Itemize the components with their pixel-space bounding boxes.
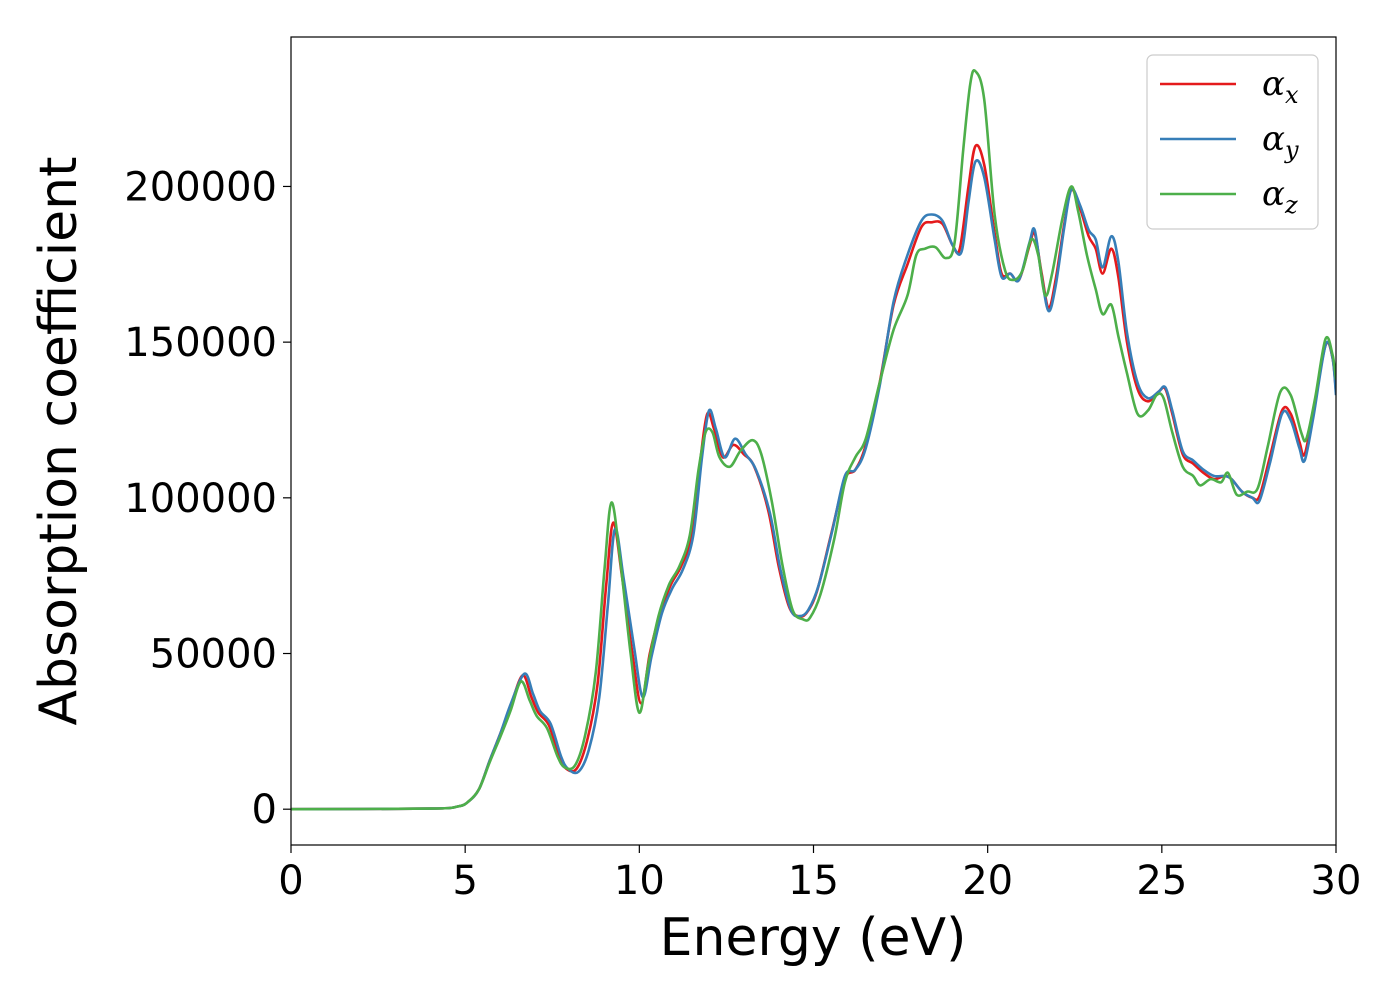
legend-label-alpha-y: αy	[1262, 119, 1299, 164]
legend-label-alpha-z: αz	[1262, 174, 1298, 219]
legend-label-alpha-x: αx	[1262, 64, 1299, 109]
x-axis-ticks: 0 5 10 15 20 25 30	[278, 845, 1361, 904]
series-line-alpha-y	[291, 159, 1336, 811]
x-tick-label: 5	[452, 858, 477, 904]
y-axis-ticks: 0 50000 100000 150000 200000	[124, 164, 291, 833]
x-tick-label: 30	[1311, 858, 1362, 904]
x-tick-label: 10	[614, 858, 665, 904]
legend: αx αy αz	[1146, 54, 1319, 230]
x-axis-title: Energy (eV)	[660, 908, 967, 968]
x-tick-label: 0	[278, 858, 303, 904]
y-tick-label: 150000	[124, 320, 277, 366]
series-line-alpha-x	[291, 143, 1336, 811]
y-axis-title: Absorption coefficient	[29, 156, 89, 725]
series-layer	[291, 69, 1336, 811]
x-tick-label: 25	[1136, 858, 1187, 904]
y-tick-label: 200000	[124, 164, 277, 210]
x-tick-label: 20	[962, 858, 1013, 904]
legend-frame	[1146, 54, 1319, 230]
y-tick-label: 100000	[124, 476, 277, 522]
series-line-alpha-z	[291, 69, 1336, 811]
y-tick-label: 0	[252, 787, 277, 833]
x-tick-label: 15	[788, 858, 839, 904]
y-tick-label: 50000	[150, 632, 277, 678]
